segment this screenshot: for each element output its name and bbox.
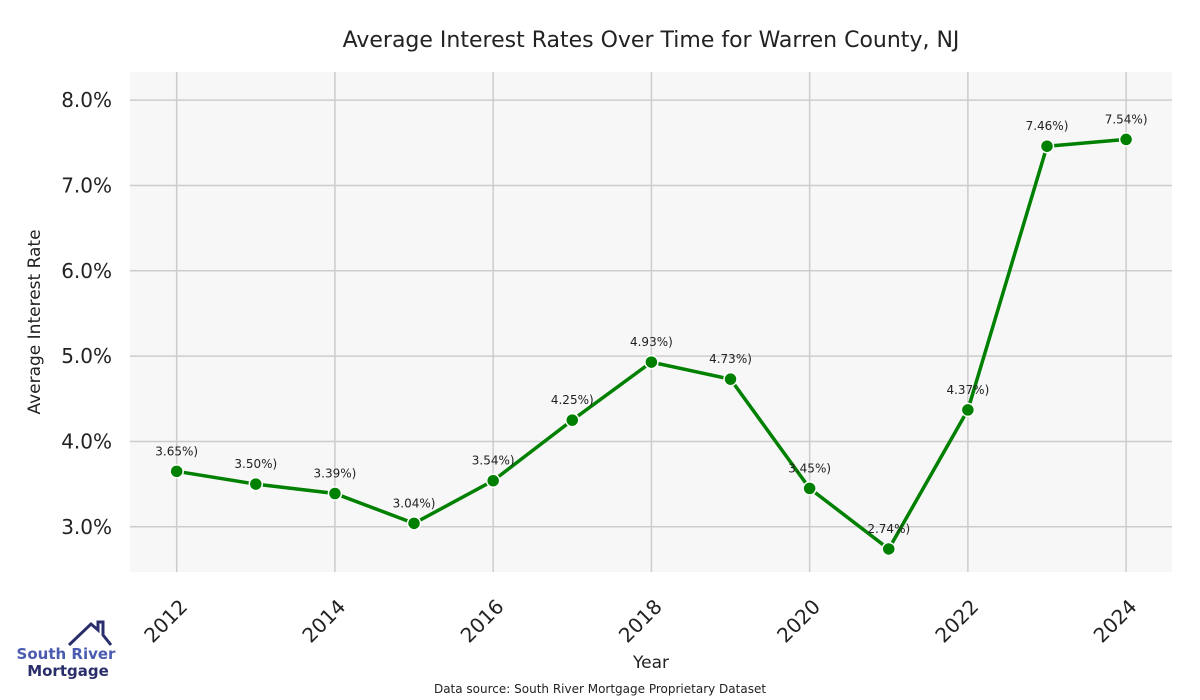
house-icon <box>67 620 113 647</box>
x-tick-label: 2018 <box>614 594 667 647</box>
data-label: 4.25%) <box>551 393 594 407</box>
data-label: 7.54%) <box>1105 112 1148 126</box>
y-tick-label: 7.0% <box>61 173 112 197</box>
data-label: 3.50%) <box>234 457 277 471</box>
y-tick-label: 3.0% <box>61 515 112 539</box>
data-point <box>802 481 817 496</box>
data-label: 4.73%) <box>709 352 752 366</box>
data-point <box>644 354 659 370</box>
y-tick-label: 6.0% <box>61 259 112 283</box>
data-label: 3.54%) <box>472 454 515 468</box>
data-point <box>248 476 264 492</box>
x-tick-label: 2016 <box>456 594 509 647</box>
x-tick-label: 2014 <box>297 594 350 647</box>
logo-line1: South River <box>17 645 117 663</box>
x-tick-label: 2020 <box>772 594 825 647</box>
data-point <box>881 541 897 557</box>
y-tick-label: 5.0% <box>61 344 112 368</box>
x-tick-label: 2024 <box>1089 594 1142 647</box>
data-point <box>1039 138 1055 154</box>
data-label: 4.93%) <box>630 335 673 349</box>
data-label: 4.37%) <box>946 383 989 397</box>
data-label: 3.39%) <box>314 467 357 481</box>
data-label: 2.74%) <box>867 522 910 536</box>
data-label: 3.04%) <box>393 496 436 510</box>
y-tick-label: 4.0% <box>61 429 112 453</box>
south-river-logo: South River Mortgage <box>17 620 117 680</box>
data-label: 3.45%) <box>788 461 831 475</box>
logo-line2: Mortgage <box>27 662 109 680</box>
y-axis-label: Average Interest Rate <box>25 229 45 414</box>
data-point <box>169 464 184 479</box>
chart-title: Average Interest Rates Over Time for War… <box>343 28 960 53</box>
data-point <box>406 516 422 531</box>
data-point <box>723 371 738 387</box>
data-label: 3.65%) <box>155 444 198 458</box>
data-point <box>565 412 580 428</box>
x-tick-label: 2012 <box>139 594 192 647</box>
data-label: 7.46%) <box>1026 119 1069 133</box>
data-point <box>960 402 976 418</box>
data-source-note: Data source: South River Mortgage Propri… <box>434 682 766 696</box>
data-point <box>327 486 343 501</box>
x-axis-label: Year <box>632 653 669 673</box>
x-tick-label: 2022 <box>930 594 983 647</box>
y-tick-label: 8.0% <box>61 88 112 112</box>
data-point <box>485 473 501 488</box>
data-point <box>1118 132 1134 147</box>
